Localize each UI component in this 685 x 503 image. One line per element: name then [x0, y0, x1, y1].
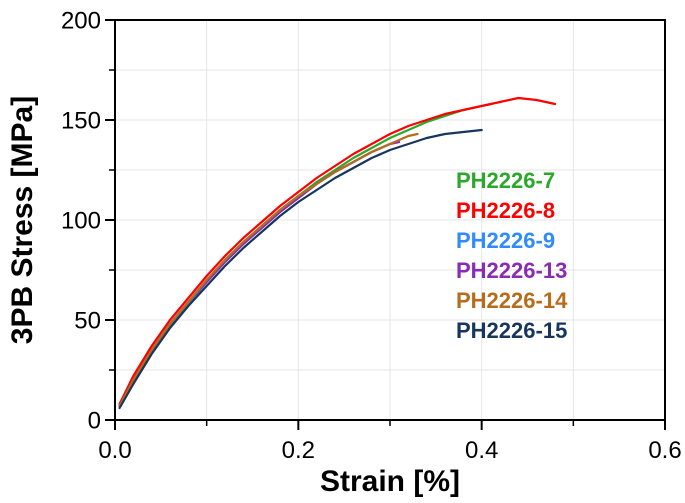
x-axis-title: Strain [%] — [320, 465, 460, 498]
y-axis-title: 3PB Stress [MPa] — [6, 96, 39, 344]
y-tick-label: 150 — [61, 107, 101, 134]
stress-strain-chart: 0.0 0.2 0.4 0.6 0 50 100 150 200 Strain [%] 3PB St… — [0, 0, 685, 503]
y-tick-label: 0 — [88, 407, 101, 434]
legend-item-5: PH2226-15 — [456, 318, 567, 343]
x-tick-label: 0.4 — [465, 437, 498, 464]
legend-item-1: PH2226-8 — [456, 198, 555, 223]
y-tick-label: 200 — [61, 7, 101, 34]
legend-item-3: PH2226-13 — [456, 258, 567, 283]
legend-item-4: PH2226-14 — [456, 288, 568, 313]
x-tick-label: 0.6 — [648, 437, 681, 464]
chart-svg: 0.0 0.2 0.4 0.6 0 50 100 150 200 Strain [%] 3PB St… — [0, 0, 685, 503]
x-tick-label: 0.2 — [282, 437, 315, 464]
x-tick-label: 0.0 — [98, 437, 131, 464]
y-tick-label: 50 — [74, 307, 101, 334]
legend-item-0: PH2226-7 — [456, 168, 555, 193]
legend-item-2: PH2226-9 — [456, 228, 555, 253]
y-tick-label: 100 — [61, 207, 101, 234]
